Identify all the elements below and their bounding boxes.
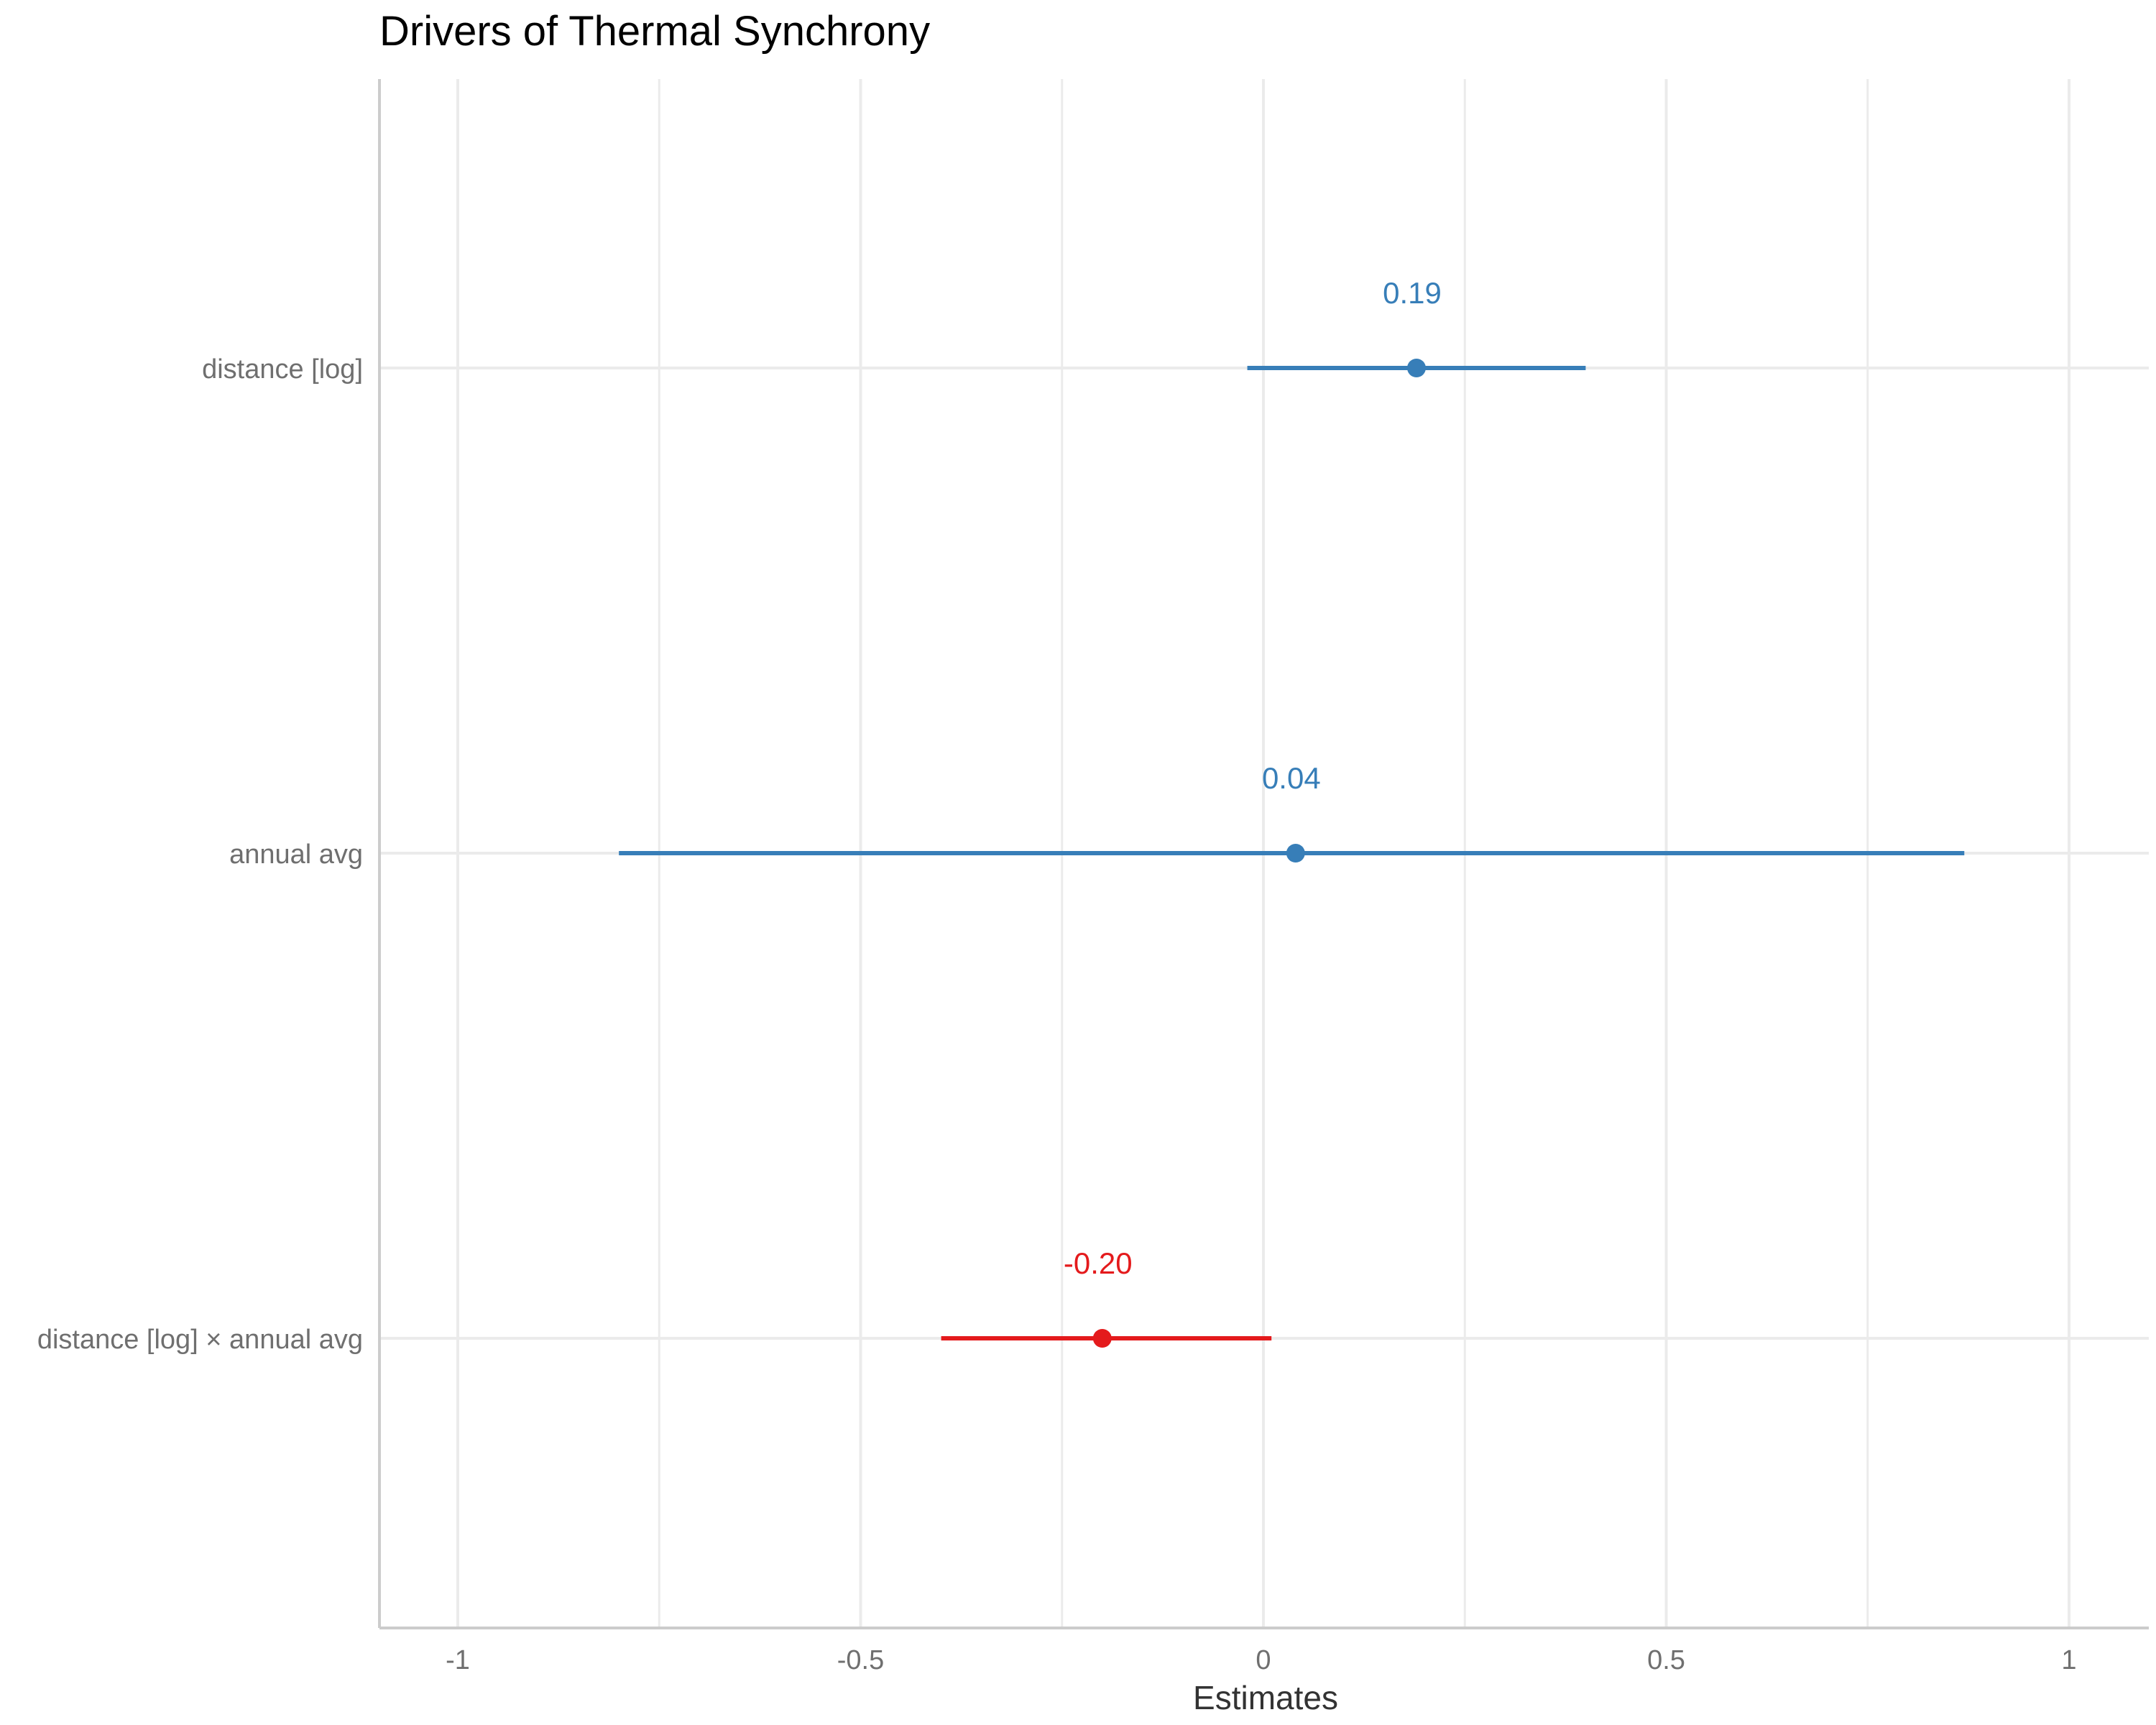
axes [378,79,2149,1629]
y-tick-label: distance [log] × annual avg [37,1325,363,1355]
x-tick-label: 0.5 [1647,1645,1685,1675]
x-axis-title: Estimates [1193,1679,1338,1716]
estimate-row: -0.20 [941,1246,1272,1348]
chart-title: Drivers of Thermal Synchrony [379,8,930,55]
y-tick-label: distance [log] [202,354,363,385]
estimate-marks: 0.19 0.04 -0.20 [619,276,1965,1348]
x-tick-label: 1 [2061,1645,2076,1675]
estimate-value-label: 0.04 [1262,761,1321,795]
estimate-value-label: -0.20 [1064,1246,1133,1280]
y-tick-label: annual avg [229,840,363,870]
estimate-point [1092,1329,1112,1348]
estimate-row: 0.19 [1247,276,1586,377]
x-tick-label: -1 [446,1645,470,1675]
estimate-row: 0.04 [619,761,1965,862]
estimate-value-label: 0.19 [1383,276,1442,310]
x-tick-label: -0.5 [837,1645,884,1675]
axis-labels: -1 -0.5 0 0.5 1 distance [log] annual avg dista… [37,354,2077,1675]
estimate-point [1286,844,1305,862]
estimate-point [1406,359,1426,377]
x-tick-label: 0 [1256,1645,1271,1675]
